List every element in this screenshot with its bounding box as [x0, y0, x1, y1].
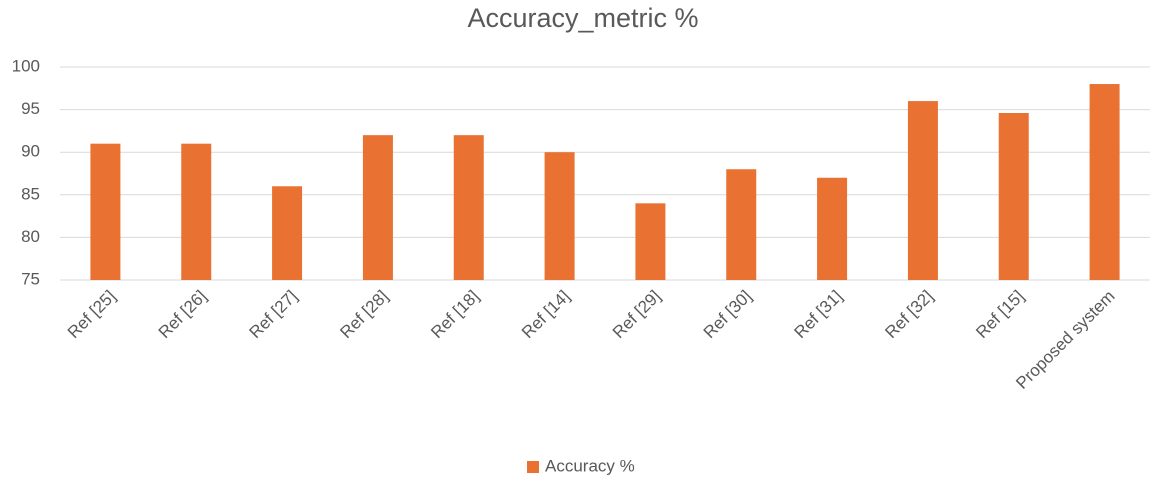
y-tick-label: 85: [21, 184, 40, 203]
x-tick-label: Ref [28]: [336, 287, 392, 343]
x-tick-label: Ref [14]: [518, 287, 574, 343]
legend-label: Accuracy %: [545, 456, 635, 475]
x-tick-label: Ref [25]: [64, 287, 120, 343]
bar: [907, 101, 938, 280]
x-tick-label: Ref [18]: [427, 287, 483, 343]
y-tick-label: 95: [21, 99, 40, 118]
bar: [817, 177, 848, 280]
x-tick-label: Ref [15]: [972, 287, 1028, 343]
y-tick-label: 80: [21, 227, 40, 246]
legend-swatch: [527, 461, 539, 473]
x-tick-label: Ref [27]: [246, 287, 302, 343]
y-tick-label: 75: [21, 269, 40, 288]
bar: [726, 169, 757, 280]
x-tick-label: Ref [32]: [881, 287, 937, 343]
y-tick-label: 100: [12, 56, 40, 75]
x-tick-label: Ref [30]: [700, 287, 756, 343]
x-tick-label: Proposed system: [1012, 287, 1118, 393]
bar: [272, 186, 303, 280]
bar: [181, 143, 212, 280]
x-tick-label: Ref [31]: [791, 287, 847, 343]
bar: [90, 143, 121, 280]
bar: [453, 135, 484, 280]
bar: [998, 113, 1029, 281]
bar: [635, 203, 666, 280]
chart-title: Accuracy_metric %: [467, 3, 698, 33]
y-tick-label: 90: [21, 142, 40, 161]
x-tick-label: Ref [29]: [609, 287, 665, 343]
x-tick-label: Ref [26]: [155, 287, 211, 343]
bar: [544, 152, 575, 280]
bar: [1089, 84, 1120, 280]
bar: [362, 135, 393, 280]
